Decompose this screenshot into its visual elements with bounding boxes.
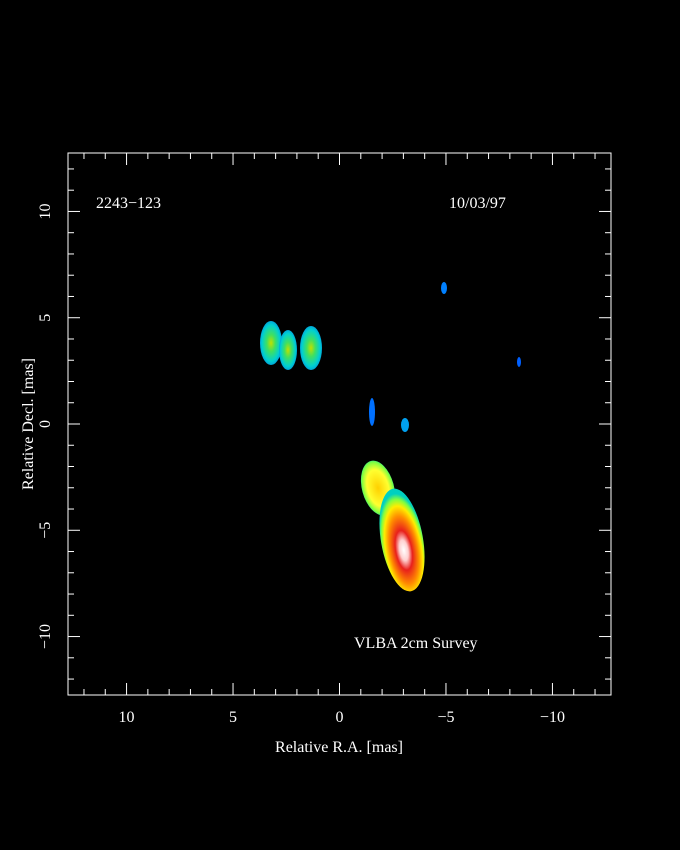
obs-date: 10/03/97 <box>449 195 506 212</box>
x-tick-label: −10 <box>540 709 565 726</box>
x-axis-label: Relative R.A. [mas] <box>275 739 403 756</box>
x-tick-label: 10 <box>119 709 135 726</box>
emission <box>260 282 521 592</box>
y-axis-label: Relative Decl. [mas] <box>20 358 37 490</box>
source-name: 2243−123 <box>96 195 161 212</box>
y-tick-label: −10 <box>37 624 54 649</box>
plot-frame <box>67 152 612 696</box>
y-tick-label: 0 <box>37 420 54 428</box>
y-tick-label: 10 <box>37 203 54 219</box>
y-tick-label: −5 <box>37 522 54 539</box>
x-tick-label: −5 <box>437 709 454 726</box>
x-tick-label: 5 <box>229 709 237 726</box>
annotation: VLBA 2cm Survey <box>354 635 478 652</box>
x-tick-label: 0 <box>336 709 344 726</box>
y-tick-label: 5 <box>37 314 54 322</box>
